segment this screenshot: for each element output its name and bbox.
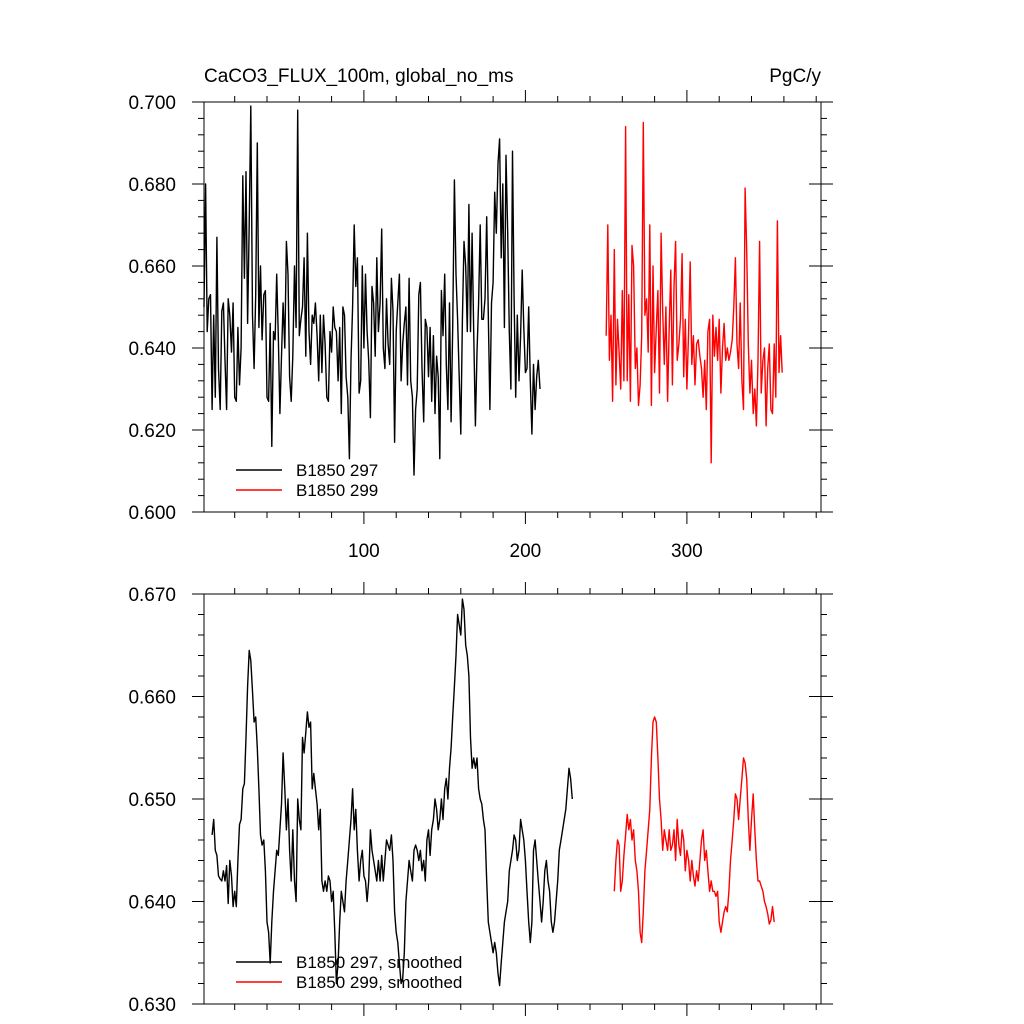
- top-panel: 100 200 3000.6000.6200.6400.6600.6800.700 …: [128, 90, 833, 562]
- bottom-plot-frame: [203, 593, 822, 1005]
- top-y-tick-label: 0.660: [128, 257, 176, 278]
- top-x-tick-label-200: 200: [510, 541, 542, 562]
- top-series-line-299: [605, 121, 783, 464]
- top-y-tick-label: 0.680: [128, 175, 176, 196]
- top-y-tick-label: 0.600: [128, 503, 176, 524]
- top-plot-frame: [203, 101, 822, 513]
- top-legend-label-297: B1850 297: [296, 461, 378, 480]
- bottom-series-line-297: [211, 598, 573, 987]
- bottom-legend-label-297: B1850 297, smoothed: [296, 953, 462, 972]
- bottom-y-tick-label: 0.630: [128, 995, 176, 1016]
- top-legend-label-299: B1850 299: [296, 481, 378, 500]
- top-x-tick-label-300: 300: [671, 541, 703, 562]
- units-label: PgC/y: [769, 66, 821, 87]
- bottom-legend: B1850 297, smoothed B1850 299, smoothed: [236, 953, 462, 992]
- bottom-panel: 0.630 0.640 0.650 0.660 0.670 B1850 297, smo…: [128, 582, 833, 1016]
- top-series-line-297: [203, 105, 541, 476]
- bottom-y-tick-label: 0.650: [128, 790, 176, 811]
- top-y-tick-label: 0.620: [128, 421, 176, 442]
- bottom-series-line-299: [613, 716, 775, 944]
- chart-title: CaCO3_FLUX_100m, global_no_ms: [204, 66, 513, 87]
- top-legend: B1850 297 B1850 299: [236, 461, 378, 500]
- bottom-y-tick-label: 0.660: [128, 688, 176, 709]
- bottom-y-tick-label: 0.670: [128, 585, 176, 606]
- top-y-tick-label: 0.700: [128, 93, 176, 114]
- top-y-tick-label: 0.640: [128, 339, 176, 360]
- bottom-legend-label-299: B1850 299, smoothed: [296, 973, 462, 992]
- bottom-y-tick-label: 0.640: [128, 893, 176, 914]
- top-x-tick-label-100: 100: [348, 541, 380, 562]
